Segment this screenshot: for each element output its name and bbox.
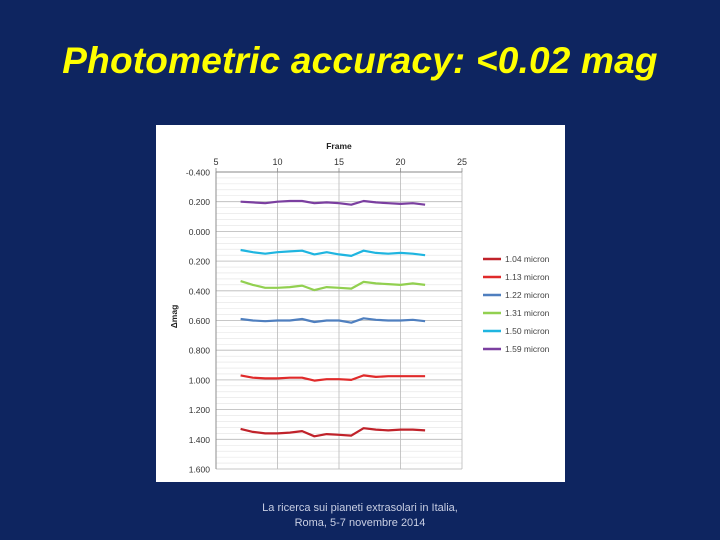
y-tick-label: 1.400 (189, 435, 211, 445)
series-line (240, 374, 426, 382)
x-axis-title: Frame (326, 141, 352, 151)
series-line (240, 199, 426, 206)
chart-panel: -0.400 0.200 0.000 0.200 0.400 0.600 0.800 1.00… (156, 125, 565, 482)
y-tick-label: 0.800 (189, 346, 211, 356)
y-axis-title: Δmag (169, 305, 179, 329)
y-tick-label: 1.200 (189, 405, 211, 415)
footer-line-1: La ricerca sui pianeti extrasolari in It… (262, 502, 458, 514)
series-line (240, 280, 426, 292)
photometry-line-chart: -0.400 0.200 0.000 0.200 0.400 0.600 0.800 1.00… (169, 141, 550, 475)
slide-title: Photometric accuracy: <0.02 mag (62, 40, 658, 81)
y-tick-label: 0.200 (189, 257, 211, 267)
x-tick-label: 25 (457, 157, 467, 167)
legend-label: 1.04 micron (505, 254, 550, 264)
y-tick-label: 1.000 (189, 375, 211, 385)
legend-label: 1.13 micron (505, 272, 550, 282)
y-tick-label: -0.400 (186, 168, 210, 178)
axes: -0.400 0.200 0.000 0.200 0.400 0.600 0.800 1.00… (169, 141, 467, 475)
y-tick-label: 1.600 (189, 465, 211, 475)
series-line (240, 248, 426, 257)
slide-footer: La ricerca sui pianeti extrasolari in It… (0, 501, 720, 531)
legend-label: 1.50 micron (505, 326, 550, 336)
x-tick-label: 15 (334, 157, 344, 167)
legend: 1.04 micron 1.13 micron 1.22 micron 1.31 mi… (483, 254, 550, 354)
series-line (240, 427, 426, 438)
legend-label: 1.22 micron (505, 290, 550, 300)
y-tick-label: 0.200 (189, 197, 211, 207)
x-tick-label: 10 (272, 157, 282, 167)
x-tick-label: 20 (395, 157, 405, 167)
y-tick-label: 0.600 (189, 316, 211, 326)
y-tick-label: 0.000 (189, 227, 211, 237)
x-tick-label: 5 (213, 157, 218, 167)
footer-line-2: Roma, 5-7 novembre 2014 (294, 517, 426, 529)
y-tick-label: 0.400 (189, 286, 211, 296)
legend-label: 1.59 micron (505, 344, 550, 354)
series-lines (240, 199, 426, 438)
legend-label: 1.31 micron (505, 308, 550, 318)
series-line (240, 317, 426, 324)
